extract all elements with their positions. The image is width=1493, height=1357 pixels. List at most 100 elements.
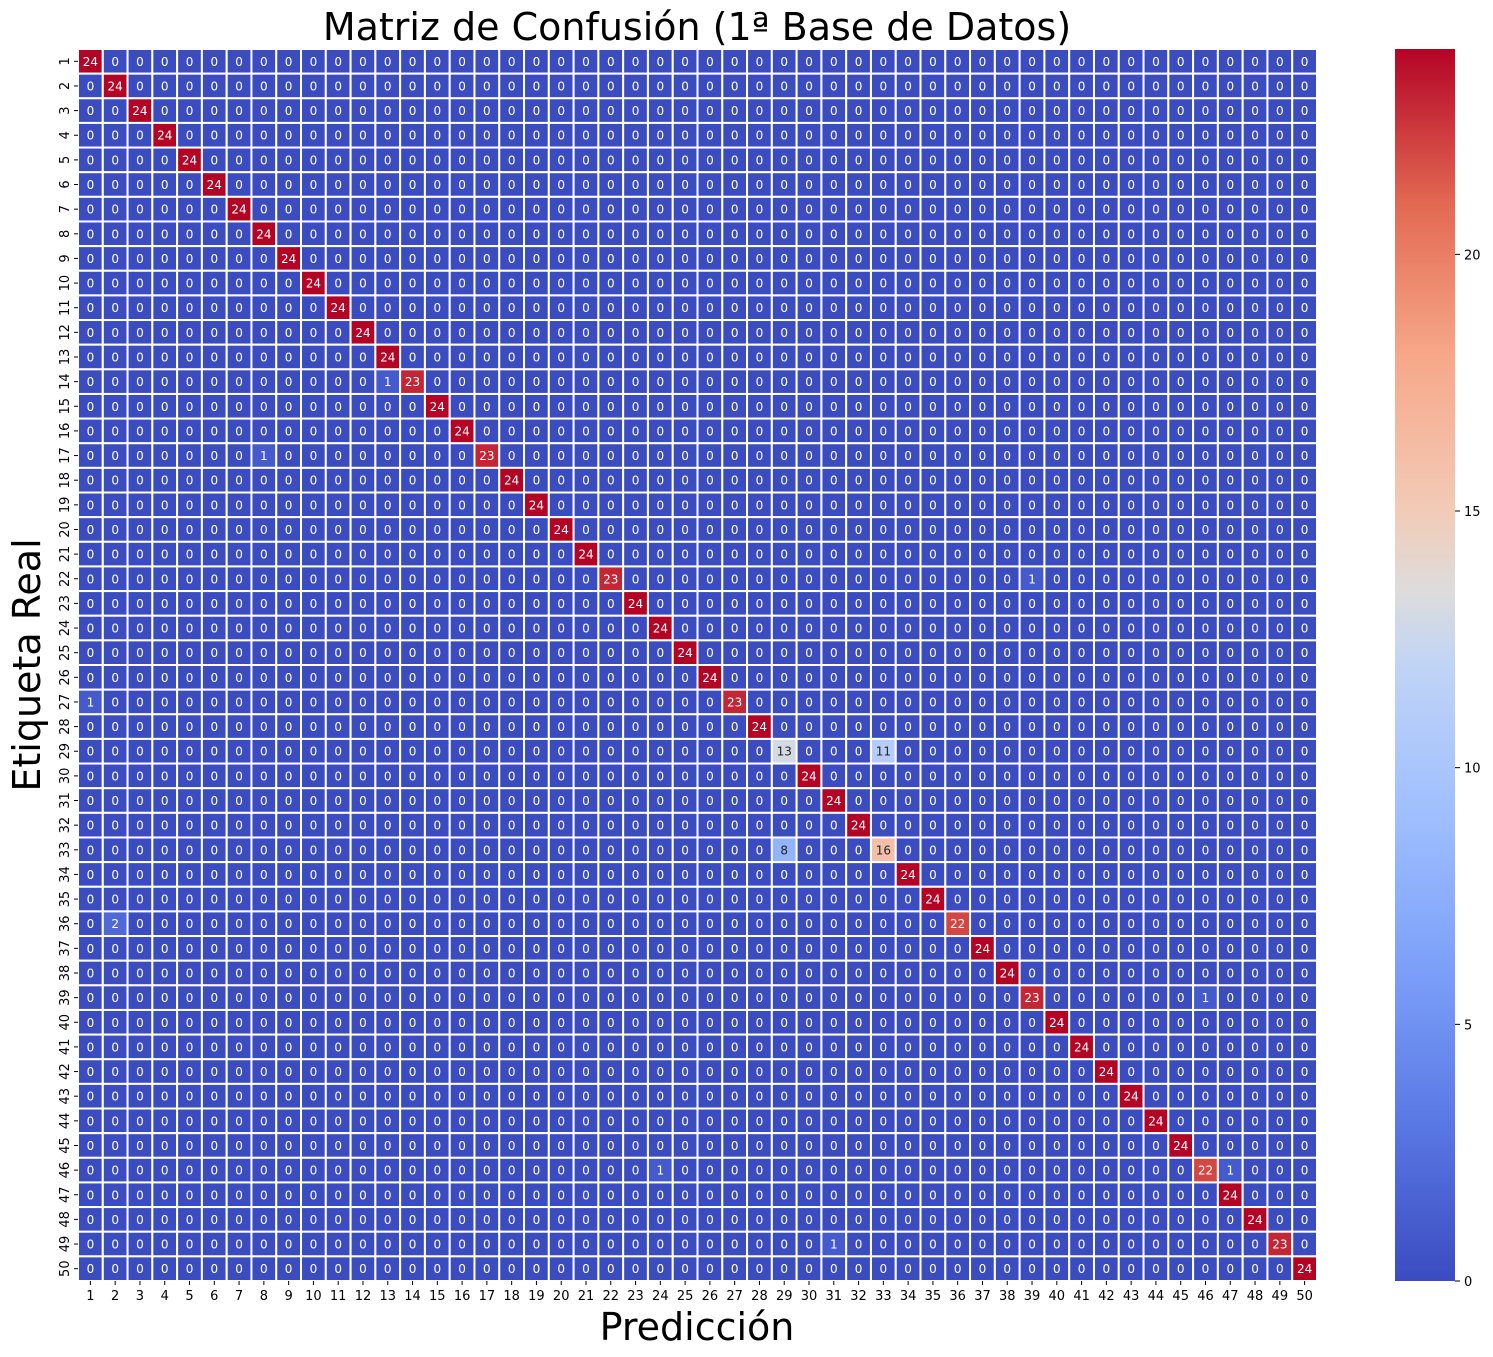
cell-value-label: 0 — [904, 1090, 912, 1104]
cell-value-label: 0 — [1202, 1139, 1210, 1153]
cell-value-label: 0 — [557, 819, 565, 833]
cell-value-label: 0 — [632, 843, 640, 857]
cell-value-label: 0 — [260, 375, 268, 389]
cell-value-label: 0 — [904, 153, 912, 167]
cell-value-label: 0 — [805, 153, 813, 167]
cell-value-label: 0 — [929, 55, 937, 69]
cell-value-label: 0 — [235, 1213, 243, 1227]
heatmap-cell — [1167, 97, 1195, 124]
cell-value-label: 0 — [731, 252, 739, 266]
cell-value-label: 0 — [1028, 1238, 1036, 1252]
cell-value-label: 0 — [186, 695, 194, 709]
cell-value-label: 0 — [186, 326, 194, 340]
cell-value-label: 0 — [1177, 819, 1185, 833]
cell-value-label: 0 — [508, 523, 516, 537]
cell-value-label: 0 — [805, 252, 813, 266]
cell-value-label: 0 — [210, 819, 218, 833]
cell-value-label: 0 — [681, 868, 689, 882]
cell-value-label: 0 — [334, 548, 342, 562]
cell-value-label: 0 — [929, 794, 937, 808]
cell-value-label: 0 — [731, 375, 739, 389]
cell-value-label: 0 — [458, 252, 466, 266]
cell-value-label: 0 — [483, 572, 491, 586]
cell-value-label: 0 — [1078, 745, 1086, 759]
cell-value-label: 0 — [458, 1213, 466, 1227]
cell-value-label: 0 — [210, 326, 218, 340]
cell-value-label: 0 — [508, 548, 516, 562]
cell-value-label: 0 — [136, 671, 144, 685]
cell-value-label: 0 — [731, 1213, 739, 1227]
cell-value-label: 0 — [1003, 843, 1011, 857]
cell-value-label: 0 — [235, 498, 243, 512]
cell-value-label: 0 — [1053, 449, 1061, 463]
cell-value-label: 0 — [285, 523, 293, 537]
cell-value-label: 0 — [260, 893, 268, 907]
cell-value-label: 0 — [384, 326, 392, 340]
cell-value-label: 0 — [433, 868, 441, 882]
cell-value-label: 0 — [904, 794, 912, 808]
cell-value-label: 0 — [136, 745, 144, 759]
cell-value-label: 0 — [657, 794, 665, 808]
cell-value-label: 0 — [111, 745, 119, 759]
cell-value-label: 0 — [830, 991, 838, 1005]
cell-value-label: 0 — [632, 351, 640, 365]
cell-value-label: 0 — [731, 301, 739, 315]
cell-value-label: 0 — [433, 375, 441, 389]
cell-value-label: 0 — [780, 1040, 788, 1054]
cell-value-label: 0 — [384, 424, 392, 438]
cell-value-label: 0 — [681, 695, 689, 709]
heatmap-cell — [126, 97, 154, 124]
cell-value-label: 0 — [1053, 1213, 1061, 1227]
cell-value-label: 0 — [433, 843, 441, 857]
cell-value-label: 0 — [1226, 1213, 1234, 1227]
cell-value-label: 0 — [87, 474, 95, 488]
cell-value-label: 24 — [554, 523, 569, 537]
cell-value-label: 0 — [1177, 769, 1185, 783]
cell-value-label: 0 — [929, 843, 937, 857]
cell-value-label: 0 — [904, 1262, 912, 1276]
cell-value-label: 0 — [1103, 277, 1111, 291]
cell-value-label: 0 — [260, 1040, 268, 1054]
cell-value-label: 0 — [954, 720, 962, 734]
cell-value-label: 0 — [1177, 79, 1185, 93]
cell-value-label: 0 — [458, 868, 466, 882]
cell-value-label: 0 — [1177, 695, 1185, 709]
heatmap-cell — [622, 48, 649, 75]
cell-value-label: 0 — [582, 1164, 590, 1178]
cell-value-label: 0 — [285, 991, 293, 1005]
heatmap-cell — [572, 97, 600, 124]
cell-value-label: 0 — [830, 597, 838, 611]
cell-value-label: 0 — [533, 991, 541, 1005]
cell-value-label: 0 — [87, 819, 95, 833]
cell-value-label: 0 — [409, 794, 417, 808]
cell-value-label: 0 — [805, 720, 813, 734]
cell-value-label: 0 — [1003, 1164, 1011, 1178]
cell-value-label: 0 — [458, 720, 466, 734]
cell-value-label: 0 — [607, 1139, 615, 1153]
cell-value-label: 0 — [483, 917, 491, 931]
cell-value-label: 0 — [954, 1262, 962, 1276]
cell-value-label: 0 — [483, 695, 491, 709]
cell-value-label: 0 — [1301, 1114, 1309, 1128]
cell-value-label: 0 — [1003, 1065, 1011, 1079]
cell-value-label: 0 — [1053, 153, 1061, 167]
cell-value-label: 0 — [334, 597, 342, 611]
cell-value-label: 0 — [830, 252, 838, 266]
cell-value-label: 0 — [483, 1188, 491, 1202]
cell-value-label: 0 — [1202, 819, 1210, 833]
cell-value-label: 0 — [1103, 326, 1111, 340]
cell-value-label: 0 — [384, 745, 392, 759]
cell-value-label: 0 — [706, 424, 714, 438]
heatmap-cell — [696, 195, 724, 223]
cell-value-label: 0 — [334, 474, 342, 488]
cell-value-label: 0 — [235, 375, 243, 389]
cell-value-label: 0 — [1152, 843, 1160, 857]
cell-value-label: 0 — [632, 868, 640, 882]
cell-value-label: 0 — [210, 991, 218, 1005]
cell-value-label: 0 — [260, 720, 268, 734]
cell-value-label: 0 — [756, 1213, 764, 1227]
cell-value-label: 0 — [111, 1114, 119, 1128]
cell-value-label: 0 — [780, 794, 788, 808]
cell-value-label: 0 — [1003, 1238, 1011, 1252]
cell-value-label: 0 — [111, 129, 119, 143]
